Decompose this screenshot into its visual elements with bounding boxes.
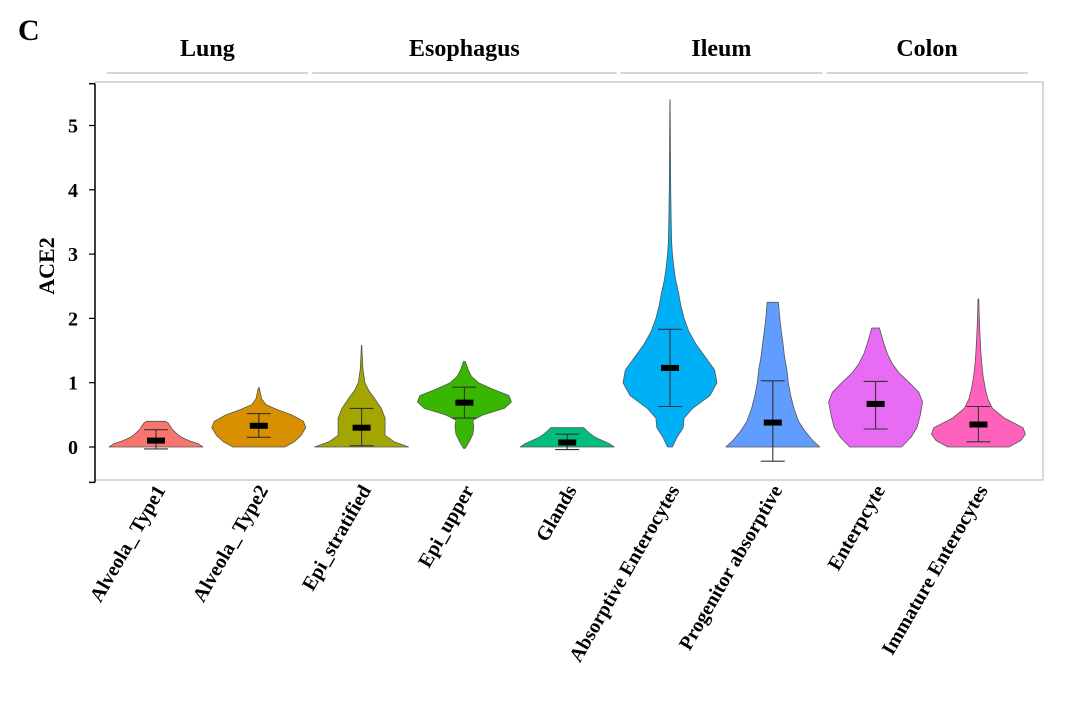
median-mark (147, 437, 165, 444)
y-tick-label: 0 (68, 437, 78, 459)
violin-6 (725, 301, 821, 448)
x-tick-label: Immature Enterocytes (878, 481, 993, 658)
x-tick-label: Progenitor absorptive (675, 481, 787, 654)
group-label: Esophagus (409, 36, 520, 62)
median-mark (558, 439, 577, 446)
median-mark (661, 364, 679, 371)
y-axis-label: ACE2 (34, 237, 59, 294)
group-label: Colon (896, 36, 957, 62)
x-tick-label: Glands (532, 481, 582, 545)
median-mark (866, 400, 885, 407)
x-axis-labels: Alveola_ Type1 Alveola_ Type2 Epi_stratifi… (86, 481, 993, 666)
x-tick-label: Enterpcyte (824, 481, 890, 574)
median-mark (763, 419, 782, 426)
y-tick-label: 1 (68, 373, 78, 395)
violins (108, 99, 1026, 462)
y-tick-label: 4 (68, 180, 78, 202)
x-tick-label: Alveola_ Type1 (86, 482, 171, 606)
group-headers: Lung Esophagus Ileum Colon (106, 36, 1028, 74)
median-mark (249, 422, 268, 429)
x-tick-label: Epi_stratified (298, 482, 376, 595)
x-tick-label: Alveola_ Type2 (189, 482, 274, 606)
y-tick-label: 5 (68, 116, 78, 138)
group-label: Ileum (691, 36, 751, 62)
y-tick-label: 3 (68, 244, 78, 266)
violin-8 (931, 298, 1026, 448)
median-mark (969, 421, 988, 428)
violin-5 (622, 99, 718, 448)
y-axis: 0 1 2 3 4 5 (68, 82, 96, 484)
violin-2 (314, 345, 409, 448)
panel-label: C (18, 14, 40, 47)
median-mark (455, 399, 474, 406)
group-label: Lung (180, 36, 235, 62)
y-tick-label: 2 (68, 308, 78, 330)
median-mark (352, 424, 371, 431)
x-tick-label: Absorptive Enterocytes (565, 481, 684, 666)
x-tick-label: Epi_upper (414, 481, 479, 571)
